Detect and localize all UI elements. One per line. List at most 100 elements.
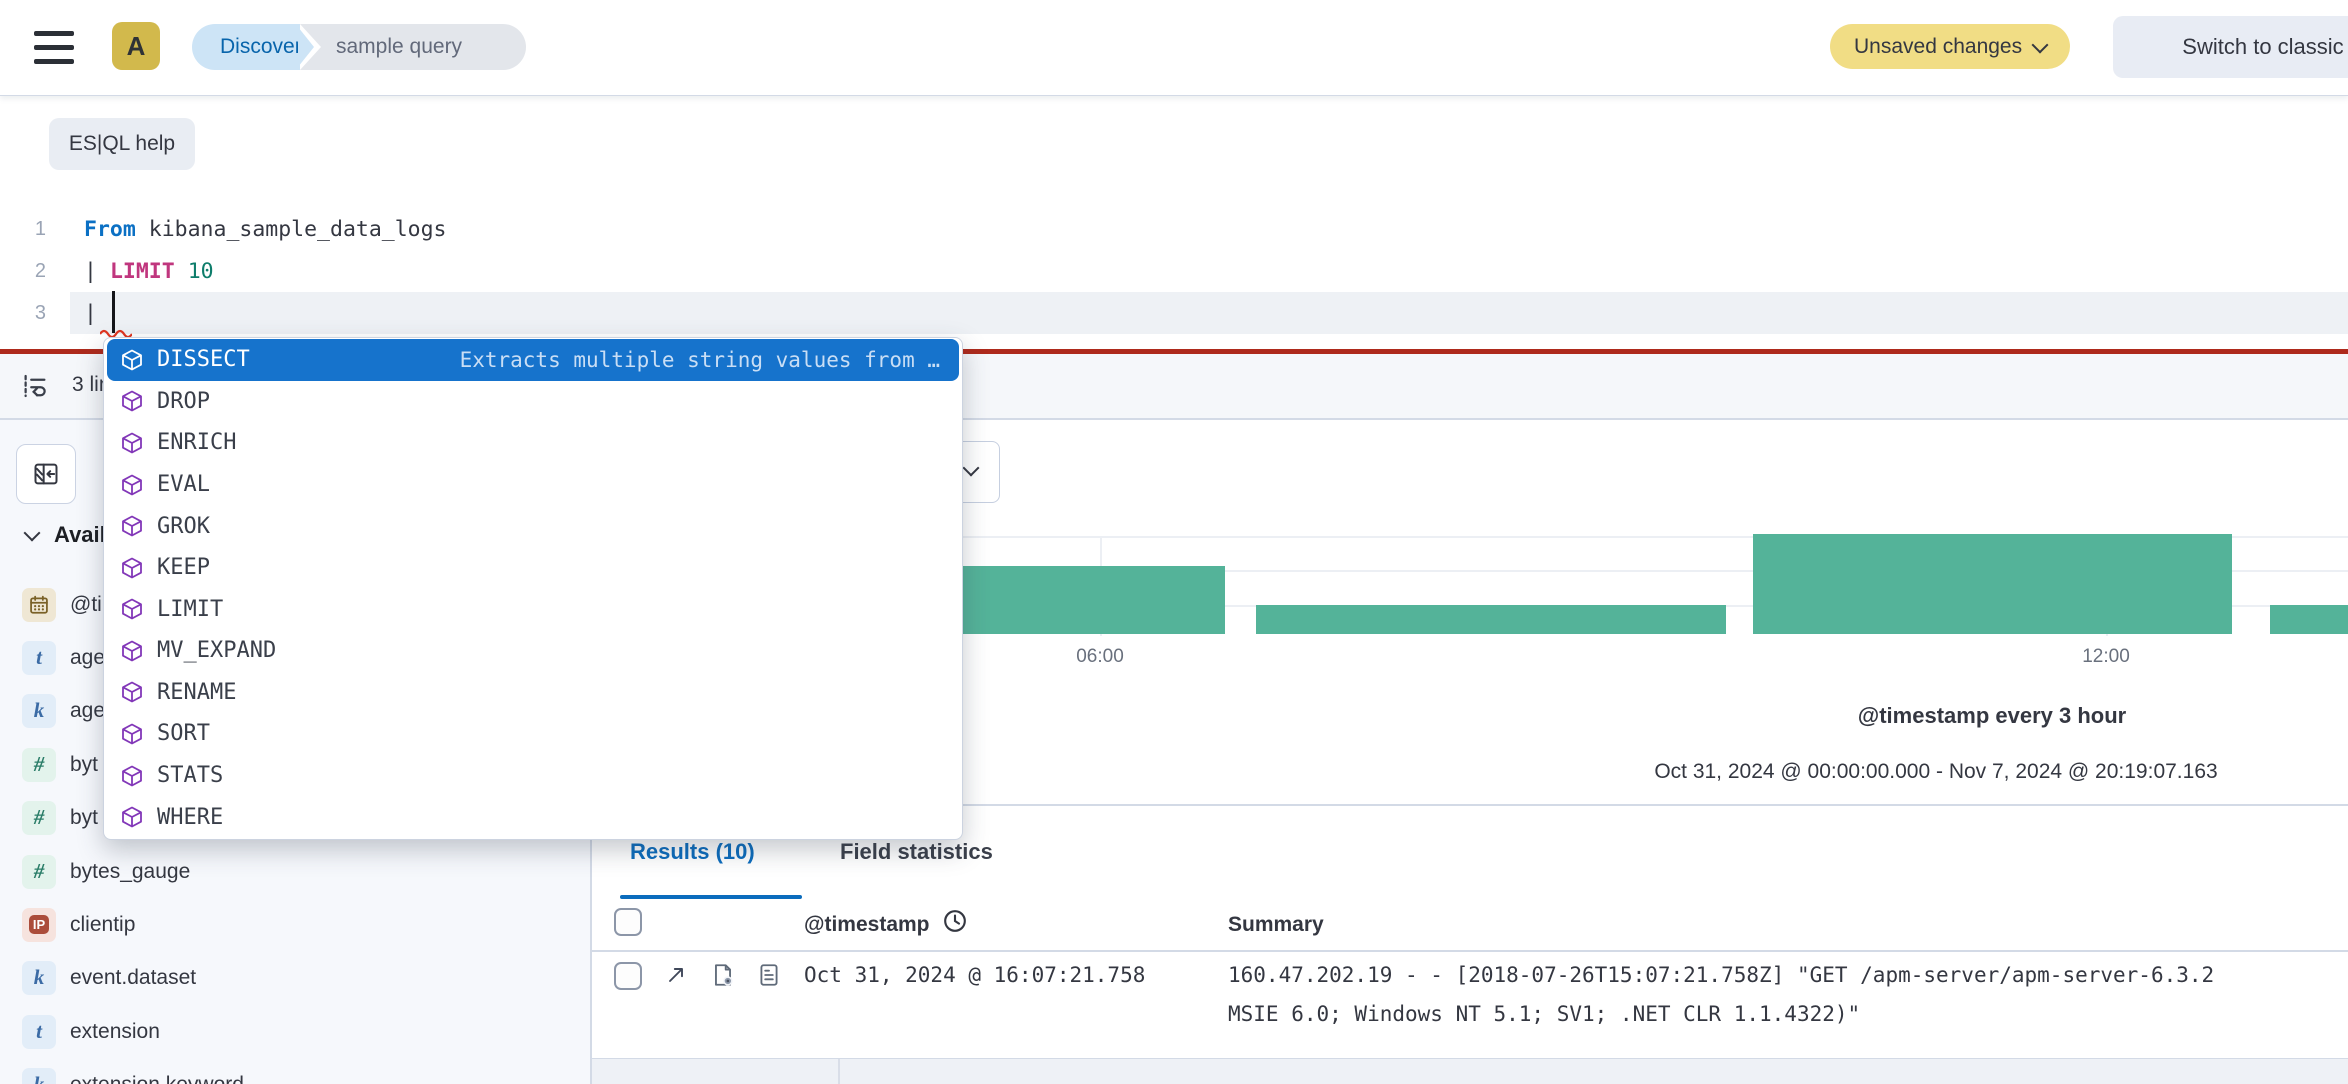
code-line-2[interactable]: 2 | LIMIT 10 xyxy=(0,250,2348,292)
field-item-agent-keyword[interactable]: k age xyxy=(0,684,590,737)
view-document-icon[interactable] xyxy=(756,962,782,988)
chevron-down-icon xyxy=(2031,36,2049,53)
suggestion-description: Extracts multiple string values from … xyxy=(459,347,940,372)
esql-autocomplete-dropdown: DISSECT Extracts multiple string values … xyxy=(103,337,963,840)
field-name: clientip xyxy=(70,912,136,936)
suggestion-sort[interactable]: SORT xyxy=(107,713,959,755)
column-header-timestamp[interactable]: @timestamp xyxy=(804,913,930,936)
field-name: age xyxy=(70,698,106,722)
line-number: 2 xyxy=(34,259,46,282)
code-line-1[interactable]: 1 From kibana_sample_data_logs xyxy=(0,208,2348,250)
suggestion-grok[interactable]: GROK xyxy=(107,505,959,547)
suggestion-eval[interactable]: EVAL xyxy=(107,464,959,506)
field-item-clientip[interactable]: IP clientip xyxy=(0,898,590,951)
tab-field-statistics[interactable]: Field statistics xyxy=(840,839,993,864)
field-name: age xyxy=(70,645,106,669)
field-item-agent[interactable]: t age xyxy=(0,631,590,684)
header-divider xyxy=(592,950,2348,952)
histogram-bar-3[interactable] xyxy=(1753,534,2232,634)
menu-icon[interactable] xyxy=(34,31,74,64)
keyword-field-icon: k xyxy=(22,693,56,728)
token-pipe: | xyxy=(84,258,97,284)
command-cube-icon xyxy=(122,640,142,662)
unsaved-changes-label: Unsaved changes xyxy=(1854,34,2023,58)
field-item-timestamp[interactable]: @ti xyxy=(0,578,590,631)
histogram-bar-2[interactable] xyxy=(1256,605,1726,634)
number-field-icon: # xyxy=(22,747,56,782)
gridline xyxy=(622,536,2348,538)
histogram-bar-4[interactable] xyxy=(2270,605,2348,634)
field-name: @ti xyxy=(70,592,102,616)
suggestion-enrich[interactable]: ENRICH xyxy=(107,422,959,464)
field-item-bytes[interactable]: # byt xyxy=(0,738,590,791)
field-item-bytes-counter[interactable]: # byt xyxy=(0,791,590,844)
field-item-bytes-gauge[interactable]: # bytes_gauge xyxy=(0,845,590,898)
select-all-checkbox[interactable] xyxy=(614,908,642,936)
keyword-field-icon: k xyxy=(22,960,56,995)
text-cursor xyxy=(112,291,115,333)
space-avatar[interactable]: A xyxy=(112,22,160,70)
suggestion-drop[interactable]: DROP xyxy=(107,381,959,423)
x-tick-0600: 06:00 xyxy=(1076,646,1124,667)
column-header-summary[interactable]: Summary xyxy=(1228,913,1324,936)
suggestion-label: GROK xyxy=(157,513,210,539)
suggestion-keep[interactable]: KEEP xyxy=(107,547,959,589)
code-line-3[interactable]: 3 | xyxy=(0,292,2348,334)
gridline xyxy=(622,570,2348,572)
command-cube-icon xyxy=(122,765,142,786)
tab-results[interactable]: Results (10) xyxy=(630,839,755,864)
command-cube-icon xyxy=(122,515,142,537)
command-cube-icon xyxy=(122,723,142,745)
cell-summary-line2: MSIE 6.0; Windows NT 5.1; SV1; .NET CLR … xyxy=(1228,1002,1861,1026)
unsaved-changes-badge[interactable]: Unsaved changes xyxy=(1830,24,2071,69)
command-cube-icon xyxy=(122,557,142,579)
clock-icon xyxy=(944,910,966,932)
field-item-extension-keyword[interactable]: k extension.keyword xyxy=(0,1058,590,1084)
panel-collapse-icon xyxy=(34,463,58,485)
top-navigation-bar: A Discover sample query Unsaved changes … xyxy=(0,0,2348,96)
line-number: 1 xyxy=(34,217,46,240)
command-cube-icon xyxy=(122,474,142,495)
next-row-partial xyxy=(592,1059,2348,1084)
chevron-down-icon xyxy=(962,459,980,477)
esql-help-button[interactable]: ES|QL help xyxy=(49,118,195,170)
suggestion-label: EVAL xyxy=(157,472,210,498)
breadcrumb-current-page: sample query xyxy=(300,24,526,70)
esql-editor[interactable]: ES|QL help 1 From kibana_sample_data_logs… xyxy=(0,95,2348,349)
row-checkbox[interactable] xyxy=(614,962,642,990)
text-field-icon: t xyxy=(22,1014,56,1049)
token-pipe: | xyxy=(84,300,97,326)
suggestion-label: ENRICH xyxy=(157,430,237,456)
line-number: 3 xyxy=(34,301,46,324)
collapse-sidebar-button[interactable] xyxy=(16,444,76,504)
field-item-event-dataset[interactable]: k event.dataset xyxy=(0,951,590,1004)
time-range-label: Oct 31, 2024 @ 00:00:00.000 - Nov 7, 202… xyxy=(1654,760,2218,783)
token-from: From xyxy=(84,216,136,242)
ip-field-icon: IP xyxy=(22,907,56,942)
field-item-extension[interactable]: t extension xyxy=(0,1005,590,1058)
field-name: extension xyxy=(70,1019,160,1043)
breadcrumb-arrow xyxy=(298,27,314,67)
wrap-lines-icon[interactable] xyxy=(20,371,50,401)
suggestion-stats[interactable]: STATS xyxy=(107,755,959,797)
suggestion-mv-expand[interactable]: MV_EXPAND xyxy=(107,630,959,672)
suggestion-where[interactable]: WHERE xyxy=(107,796,959,838)
cell-timestamp: Oct 31, 2024 @ 16:07:21.758 xyxy=(804,963,1146,987)
chevron-down-icon xyxy=(23,524,41,542)
suggestion-label: SORT xyxy=(157,721,210,747)
editor-error-border xyxy=(0,349,2348,354)
suggestion-dissect[interactable]: DISSECT Extracts multiple string values … xyxy=(107,339,959,381)
suggestion-label: DROP xyxy=(157,388,210,414)
field-name: byt xyxy=(70,752,99,776)
row-divider xyxy=(592,1058,2348,1060)
switch-to-classic-button[interactable]: Switch to classic xyxy=(2113,16,2348,78)
degraded-doc-icon[interactable] xyxy=(710,962,736,988)
suggestion-limit[interactable]: LIMIT xyxy=(107,588,959,630)
command-cube-icon xyxy=(122,682,142,703)
field-name: extension.keyword xyxy=(70,1072,244,1084)
suggestion-rename[interactable]: RENAME xyxy=(107,672,959,714)
expand-row-icon[interactable] xyxy=(664,963,688,987)
command-cube-icon xyxy=(122,806,142,828)
token-limit: LIMIT xyxy=(109,258,175,284)
results-panel: Results (10) Field statistics @timestamp… xyxy=(592,806,2348,1084)
